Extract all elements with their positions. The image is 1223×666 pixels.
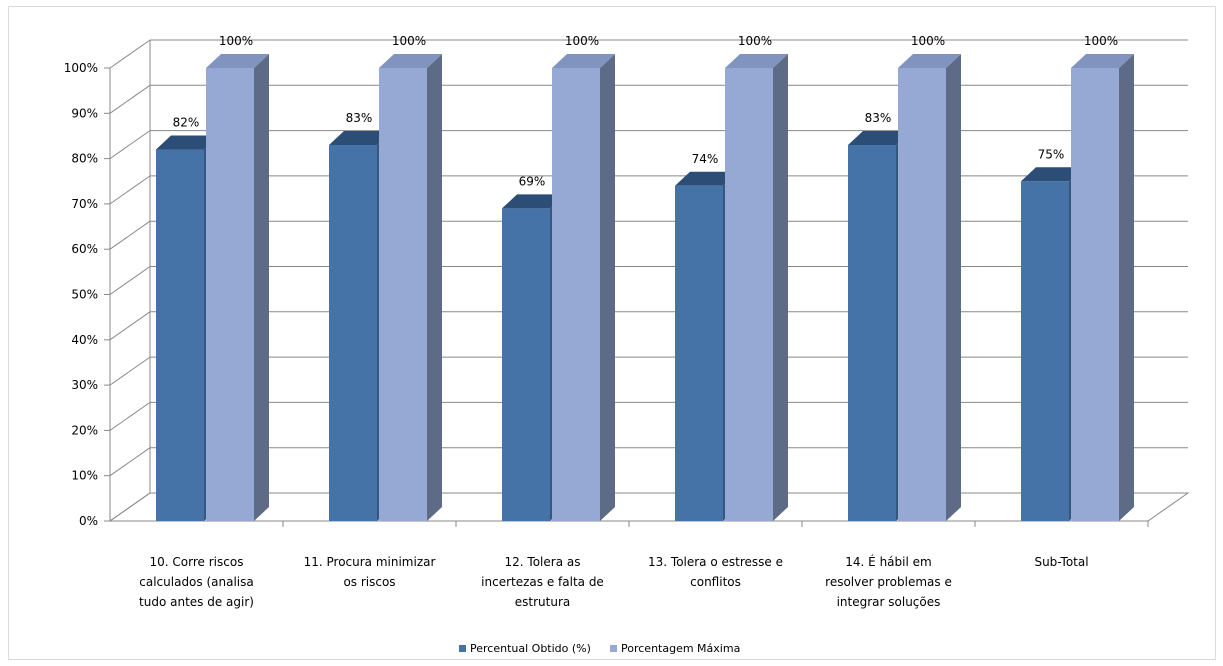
data-label: 74% (692, 152, 719, 166)
data-label: 69% (519, 174, 546, 188)
gridline-side (109, 84, 151, 114)
legend-label: Percentual Obtido (%) (470, 642, 591, 655)
y-tick-label: 30% (71, 378, 98, 392)
y-tick-label: 70% (71, 197, 98, 211)
gridline-side (109, 220, 151, 250)
bar-front (379, 68, 427, 521)
legend-swatch (610, 645, 617, 652)
gridline-side (109, 447, 151, 477)
data-label: 100% (219, 34, 253, 48)
data-label: 83% (865, 111, 892, 125)
bar-side (773, 54, 788, 521)
x-category-label: 12. Tolera as (505, 555, 581, 569)
y-tick-label: 90% (71, 106, 98, 120)
legend-swatch (459, 645, 466, 652)
gridline-side (109, 266, 151, 295)
y-tick-label: 100% (64, 61, 98, 75)
gridline-side (109, 130, 151, 160)
x-category-label: resolver problemas e (825, 575, 952, 589)
data-label: 75% (1038, 147, 1065, 161)
x-category-label: incertezas e falta de (481, 575, 604, 589)
bar-front (552, 68, 600, 521)
bar-front (329, 145, 377, 521)
data-label: 100% (911, 34, 945, 48)
data-label: 100% (565, 34, 599, 48)
gridline-side (109, 311, 151, 341)
bar-top (206, 54, 269, 68)
bar-front (1071, 68, 1119, 521)
data-label: 100% (738, 34, 772, 48)
x-category-label: calculados (analisa (139, 575, 253, 589)
bar-top (379, 54, 442, 68)
x-category-label: tudo antes de agir) (139, 595, 254, 609)
bar-top (725, 54, 788, 68)
x-category-label: 14. É hábil em (845, 554, 931, 569)
y-tick-label: 10% (71, 469, 98, 483)
data-label: 100% (392, 34, 426, 48)
data-labels: 82% 100% 83% 100% 69% 100% 74% 100% 83% 100% 75% 10… (173, 34, 1118, 188)
bar-top (675, 171, 738, 186)
bar-front (725, 68, 773, 521)
x-axis-category-labels: 10. Corre riscos calculados (analisa tudo … (139, 521, 1149, 609)
y-axis-tick-labels: 0% 10% 20% 30% 40% 50% 60% 70% 80% 90% 100% (64, 61, 98, 528)
bar-top (1021, 167, 1084, 182)
x-category-label: conflitos (690, 575, 741, 589)
legend: Percentual Obtido (%) Porcentagem Máxima (459, 642, 740, 655)
bar-top (848, 131, 911, 146)
bar-side (946, 54, 961, 521)
y-tick-label: 20% (71, 423, 98, 437)
data-label: 82% (173, 116, 200, 130)
gridline-side (109, 175, 151, 205)
bar-top (329, 131, 392, 146)
x-category-label: Sub-Total (1034, 555, 1088, 569)
y-tick-label: 60% (71, 242, 98, 256)
gridline-side (109, 356, 151, 386)
x-category-label: 13. Tolera o estresse e (648, 555, 783, 569)
bar-side (254, 54, 269, 521)
bar-top (502, 194, 565, 209)
y-tick-label: 40% (71, 333, 98, 347)
gridlines (104, 39, 1188, 522)
bar-front (206, 68, 254, 521)
bar-side (600, 54, 615, 521)
bar-side (1119, 54, 1134, 521)
x-category-label: estrutura (515, 595, 570, 609)
legend-label: Porcentagem Máxima (621, 642, 740, 655)
bar-front (675, 185, 723, 521)
x-category-label: integrar soluções (837, 595, 941, 609)
bar-front (1021, 181, 1069, 521)
x-category-label: 11. Procura minimizar (304, 555, 436, 569)
data-label: 83% (346, 111, 373, 125)
bar-top (156, 135, 219, 150)
bar-front (502, 208, 550, 521)
bar-front (898, 68, 946, 521)
y-tick-label: 50% (71, 288, 98, 302)
gridline-side (109, 401, 151, 431)
bar-side (427, 54, 442, 521)
bar-top (1071, 54, 1134, 68)
y-tick-label: 80% (71, 152, 98, 166)
bar-front (848, 145, 896, 521)
gridline-side (109, 39, 151, 69)
data-label: 100% (1084, 34, 1118, 48)
x-category-label: os riscos (343, 575, 395, 589)
x-category-label: 10. Corre riscos (150, 555, 244, 569)
bar-top (898, 54, 961, 68)
bar-front (156, 149, 204, 522)
bars (156, 54, 1134, 522)
bar-top (552, 54, 615, 68)
y-tick-label: 0% (79, 514, 98, 528)
